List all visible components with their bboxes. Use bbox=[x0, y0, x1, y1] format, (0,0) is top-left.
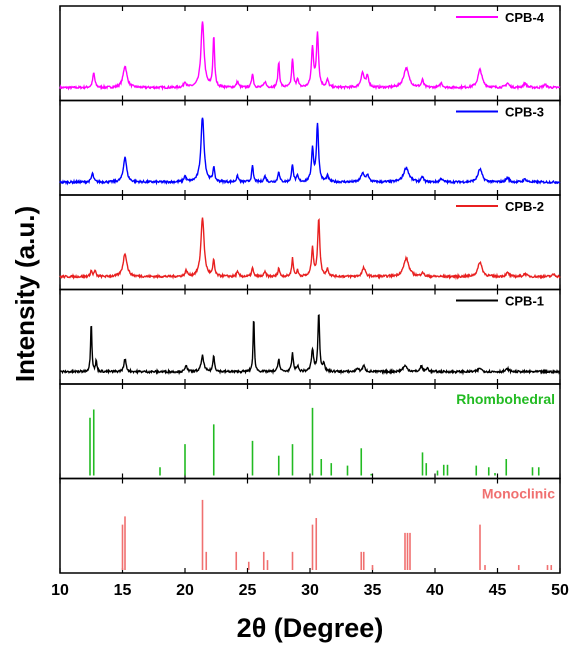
y-axis-label: Intensity (a.u.) bbox=[10, 206, 40, 382]
x-tick-label: 30 bbox=[301, 582, 319, 599]
x-tick-label: 25 bbox=[239, 582, 257, 599]
legend-label: CPB-3 bbox=[505, 105, 544, 120]
panels: CPB-4 CPB-3 CPB-2 CPB-1 Rhombohedral Monoclin… bbox=[59, 5, 561, 574]
x-tick-label: 45 bbox=[489, 582, 507, 599]
panel-cpb-3: CPB-3 bbox=[59, 99, 561, 196]
legend-label: CPB-2 bbox=[505, 199, 544, 214]
panel-cpb-4: CPB-4 bbox=[59, 5, 561, 102]
reference-label: Rhombohedral bbox=[456, 391, 555, 407]
panel-frame bbox=[59, 288, 561, 385]
x-tick-label: 20 bbox=[176, 582, 194, 599]
x-tick-label: 35 bbox=[364, 582, 382, 599]
x-axis-ticks: 10 15 20 25 30 35 40 45 50 bbox=[51, 582, 569, 599]
legend-label: CPB-1 bbox=[505, 294, 544, 309]
legend-label: CPB-4 bbox=[505, 10, 545, 25]
series-line-cpb-2 bbox=[59, 217, 561, 281]
series-line-cpb-4 bbox=[59, 21, 561, 92]
x-tick-label: 10 bbox=[51, 582, 69, 599]
series-line-cpb-3 bbox=[59, 117, 561, 186]
x-tick-label: 15 bbox=[114, 582, 132, 599]
reference-label: Monoclinic bbox=[482, 486, 555, 502]
series-line-cpb-1 bbox=[59, 314, 561, 376]
panel-rhombohedral: Rhombohedral bbox=[59, 383, 561, 480]
x-tick-label: 50 bbox=[551, 582, 569, 599]
panel-monoclinic: Monoclinic bbox=[59, 477, 561, 574]
x-tick-label: 40 bbox=[426, 582, 444, 599]
x-axis-label: 2θ (Degree) bbox=[237, 613, 384, 643]
panel-cpb-2: CPB-2 bbox=[59, 194, 561, 291]
panel-cpb-1: CPB-1 bbox=[59, 288, 561, 385]
